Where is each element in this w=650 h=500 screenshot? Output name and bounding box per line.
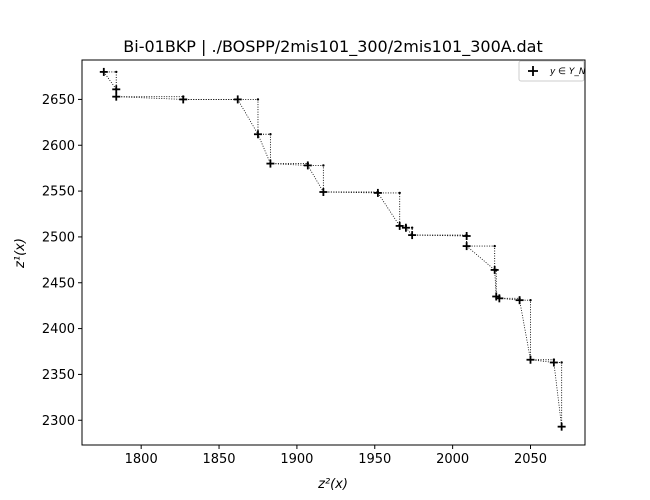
y-tick-label: 2550 xyxy=(42,185,75,200)
diagonal-link xyxy=(553,362,563,427)
diagonal-link xyxy=(377,192,401,227)
data-point xyxy=(401,223,410,232)
y-tick-label: 2600 xyxy=(42,139,75,154)
y-tick-label: 2400 xyxy=(42,322,75,337)
x-tick-label: 1800 xyxy=(125,452,158,467)
corner-point xyxy=(560,361,563,364)
diagonal-link xyxy=(405,227,413,236)
data-point xyxy=(462,232,471,240)
legend-label: y ∈ Y_N xyxy=(549,67,586,77)
legend: y ∈ Y_N xyxy=(518,60,586,82)
y-tick-label: 2500 xyxy=(42,230,75,245)
x-axis-title: z²(x) xyxy=(317,477,348,492)
corner-point xyxy=(256,98,260,101)
x-tick-label: 2050 xyxy=(514,452,547,467)
data-point xyxy=(233,95,242,104)
diagonal-link xyxy=(257,134,271,164)
y-tick-label: 2650 xyxy=(42,93,75,108)
data-point xyxy=(266,159,275,168)
y-axis: 2300 2350 2400 2450 2500 2550 2600 2650 xyxy=(42,93,82,429)
diagonal-link xyxy=(116,96,184,100)
plot-frame xyxy=(81,59,586,446)
data-point xyxy=(515,296,524,305)
data-point xyxy=(112,85,121,94)
corner-point xyxy=(398,191,401,195)
x-axis: 1800 1850 1900 1950 2000 2050 xyxy=(125,445,547,467)
diagonal-link xyxy=(519,300,531,360)
data-point xyxy=(557,422,566,431)
data-markers xyxy=(99,67,566,431)
corner-point xyxy=(115,70,118,74)
data-point xyxy=(462,242,471,251)
data-point xyxy=(408,231,417,240)
corner-point xyxy=(529,298,532,302)
x-tick-label: 1950 xyxy=(358,452,391,467)
diagonal-link xyxy=(103,71,117,90)
legend-marker-plus xyxy=(528,66,538,76)
data-point xyxy=(549,358,558,367)
data-point xyxy=(253,130,262,139)
data-point xyxy=(303,161,312,170)
diagonal-link xyxy=(494,269,497,297)
diagonal-link xyxy=(466,245,495,271)
data-point xyxy=(495,294,504,303)
data-point xyxy=(99,67,108,76)
data-point xyxy=(490,265,499,274)
x-tick-label: 2000 xyxy=(436,452,469,467)
legend-box xyxy=(518,60,585,82)
y-tick-label: 2450 xyxy=(42,276,75,291)
data-point xyxy=(112,92,121,101)
diagonal-link xyxy=(237,99,259,135)
x-tick-label: 1900 xyxy=(280,452,313,467)
corner-point xyxy=(493,244,496,248)
diagonal-link xyxy=(307,165,324,193)
chart-title: Bi-01BKP | ./BOSPP/2mis101_300/2mis101_3… xyxy=(123,37,542,57)
data-point xyxy=(526,355,535,364)
x-tick-label: 1850 xyxy=(202,452,235,467)
data-point xyxy=(373,188,382,197)
y-tick-label: 2300 xyxy=(42,414,75,429)
data-point xyxy=(179,95,188,104)
y-tick-label: 2350 xyxy=(42,368,75,383)
diagonal-link xyxy=(323,191,378,194)
corner-point xyxy=(269,133,272,136)
data-point xyxy=(319,188,328,196)
plot-area xyxy=(82,60,585,445)
y-axis-title: z¹(x) xyxy=(13,238,28,269)
corner-point xyxy=(322,164,325,167)
data-point xyxy=(395,221,404,230)
corner-point xyxy=(410,226,414,229)
diagonal-link xyxy=(412,234,467,237)
